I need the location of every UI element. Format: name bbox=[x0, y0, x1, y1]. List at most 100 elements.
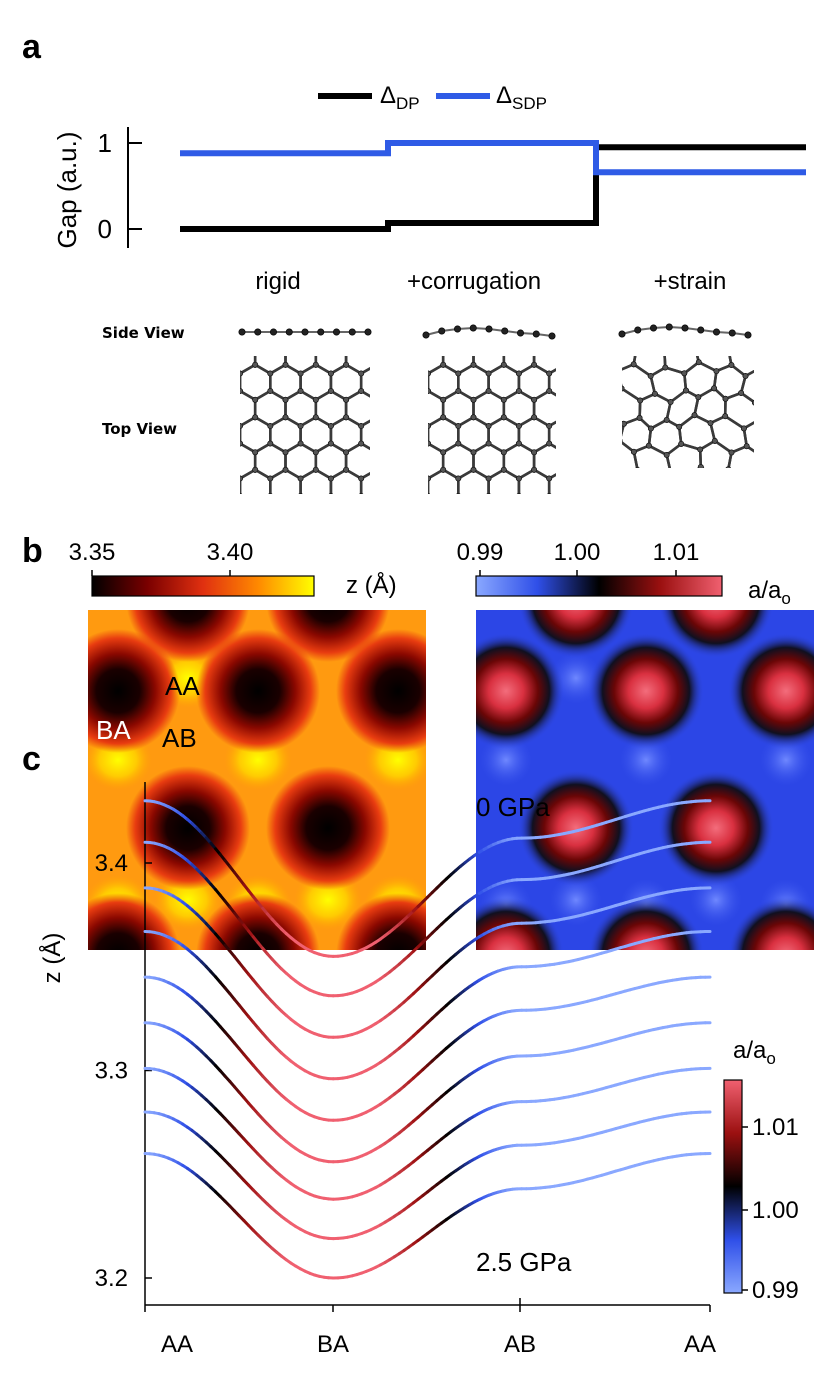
ba-pit bbox=[126, 610, 250, 662]
side-view-atom bbox=[438, 327, 446, 335]
side-view-atom bbox=[254, 328, 262, 336]
panel-c-xtick: AA bbox=[684, 1331, 716, 1358]
panel-c-colorbar: 1.01 1.00 0.99 a/ao bbox=[723, 1037, 799, 1304]
ba-pit bbox=[88, 629, 180, 753]
strain-colorbar-tick-101: 1.01 bbox=[653, 539, 700, 566]
z-colorbar-label: z (Å) bbox=[346, 571, 397, 599]
ba-pit bbox=[266, 766, 390, 890]
ba-strain-spot bbox=[588, 897, 704, 950]
side-view-atom bbox=[532, 330, 540, 338]
side-view-atom bbox=[728, 329, 736, 337]
side-view-atom bbox=[364, 328, 372, 336]
panel-c-xtick: AA bbox=[161, 1331, 193, 1358]
strain-colorbar: 0.99 1.00 1.01 a/ao bbox=[457, 539, 791, 608]
ba-pit bbox=[196, 893, 320, 950]
ba-pit bbox=[336, 893, 426, 950]
side-view-atom bbox=[469, 324, 477, 332]
panel-c-colorbar-label: a/ao bbox=[733, 1037, 776, 1068]
side-view-atom bbox=[501, 327, 509, 335]
panel-c-plot bbox=[143, 799, 712, 1280]
ba-strain-spot bbox=[518, 610, 634, 658]
ba-pit bbox=[88, 893, 180, 950]
ba-strain-spot bbox=[728, 633, 814, 749]
panel-c-colorbar-tick-100: 1.00 bbox=[752, 1197, 799, 1224]
stacking-label-ba: BA bbox=[96, 715, 131, 745]
side-view-atom bbox=[348, 328, 356, 336]
panel-c-xtick: BA bbox=[317, 1331, 349, 1358]
side-view-atom bbox=[548, 332, 556, 340]
ba-strain-spot bbox=[658, 770, 774, 886]
side-view-atom bbox=[453, 325, 461, 333]
ba-pit bbox=[196, 629, 320, 753]
panel-c-ytick: 3.2 bbox=[95, 1265, 128, 1292]
side-view-atom bbox=[697, 326, 705, 334]
side-view-atom bbox=[485, 325, 493, 333]
ba-pit bbox=[126, 766, 250, 890]
ba-strain-spot bbox=[476, 633, 564, 749]
panel-c-ylabel: z (Å) bbox=[38, 933, 66, 984]
panel-c-letter: c bbox=[22, 740, 41, 778]
side-view-atom bbox=[332, 328, 340, 336]
side-view-atom bbox=[301, 328, 309, 336]
z-colorbar-tick-335: 3.35 bbox=[69, 539, 116, 566]
strain-heatmap bbox=[476, 610, 814, 950]
side-view-atom bbox=[618, 330, 626, 338]
side-view-atom bbox=[269, 328, 277, 336]
condition-label-strain: +strain bbox=[654, 268, 727, 295]
side-view-label: Side View bbox=[102, 324, 185, 342]
panel-b-letter: b bbox=[22, 532, 43, 570]
side-view-atom bbox=[238, 328, 246, 336]
panel-a-legend: ΔDP ΔSDP bbox=[318, 82, 547, 113]
panel-a-plot bbox=[180, 140, 806, 232]
side-view-atom bbox=[744, 331, 752, 339]
side-view-atom bbox=[681, 324, 689, 332]
ba-strain-spot bbox=[588, 633, 704, 749]
panel-c-colorbar-tick-099: 0.99 bbox=[752, 1277, 799, 1304]
ba-strain-spot bbox=[518, 770, 634, 886]
z-colorbar: 3.35 3.40 z (Å) bbox=[69, 539, 397, 599]
strain-colorbar-tick-099: 0.99 bbox=[457, 539, 504, 566]
ba-strain-spot bbox=[476, 897, 564, 950]
strain-colorbar-label: a/ao bbox=[748, 577, 791, 608]
panel-c-ytick: 3.3 bbox=[95, 1058, 128, 1085]
side-view-atom bbox=[317, 328, 325, 336]
side-view-atom bbox=[516, 329, 524, 337]
top-view-lattice-strain bbox=[622, 356, 754, 468]
z-heatmap bbox=[88, 610, 426, 950]
ba-strain-spot bbox=[728, 897, 814, 950]
legend-label-dp: ΔDP bbox=[380, 82, 420, 113]
panel-a-y-axis: 1 0 Gap (a.u.) bbox=[52, 127, 142, 249]
side-view-atom bbox=[649, 324, 657, 332]
strain-colorbar-tick-100: 1.00 bbox=[554, 539, 601, 566]
ba-strain-spot bbox=[658, 610, 774, 658]
condition-label-corrugation: +corrugation bbox=[407, 268, 541, 295]
panel-c-axes: 3.2 3.3 3.4 AA BA AB AA z (Å) bbox=[38, 782, 716, 1358]
gap-series-sdp bbox=[180, 140, 806, 176]
ba-pit bbox=[266, 610, 390, 662]
side-view-atom bbox=[665, 323, 673, 331]
top-view-label: Top View bbox=[102, 420, 177, 438]
panel-a-letter: a bbox=[22, 28, 42, 66]
panel-a-ytick-0: 0 bbox=[98, 214, 112, 244]
top-view-structures bbox=[240, 356, 754, 494]
side-view-atom bbox=[422, 331, 430, 339]
gap-series-dp bbox=[180, 144, 806, 232]
panel-c-xtick: AB bbox=[504, 1331, 536, 1358]
ba-pit bbox=[336, 629, 426, 753]
top-view-lattice-rigid bbox=[240, 356, 370, 494]
stacking-label-ab: AB bbox=[162, 723, 197, 753]
top-view-lattice-corrugation bbox=[428, 356, 556, 494]
side-view-structures bbox=[238, 323, 752, 340]
panel-c-colorbar-tick-101: 1.01 bbox=[752, 1114, 799, 1141]
side-view-atom bbox=[634, 326, 642, 334]
z-colorbar-tick-340: 3.40 bbox=[207, 539, 254, 566]
stacking-label-aa: AA bbox=[165, 671, 200, 701]
legend-label-sdp: ΔSDP bbox=[496, 82, 547, 113]
annotation-25gpa: 2.5 GPa bbox=[476, 1247, 572, 1277]
annotation-0gpa: 0 GPa bbox=[476, 792, 550, 822]
panel-a-ylabel: Gap (a.u.) bbox=[52, 131, 82, 248]
panel-a-ytick-1: 1 bbox=[98, 128, 112, 158]
side-view-atom bbox=[712, 328, 720, 336]
side-view-atom bbox=[285, 328, 293, 336]
